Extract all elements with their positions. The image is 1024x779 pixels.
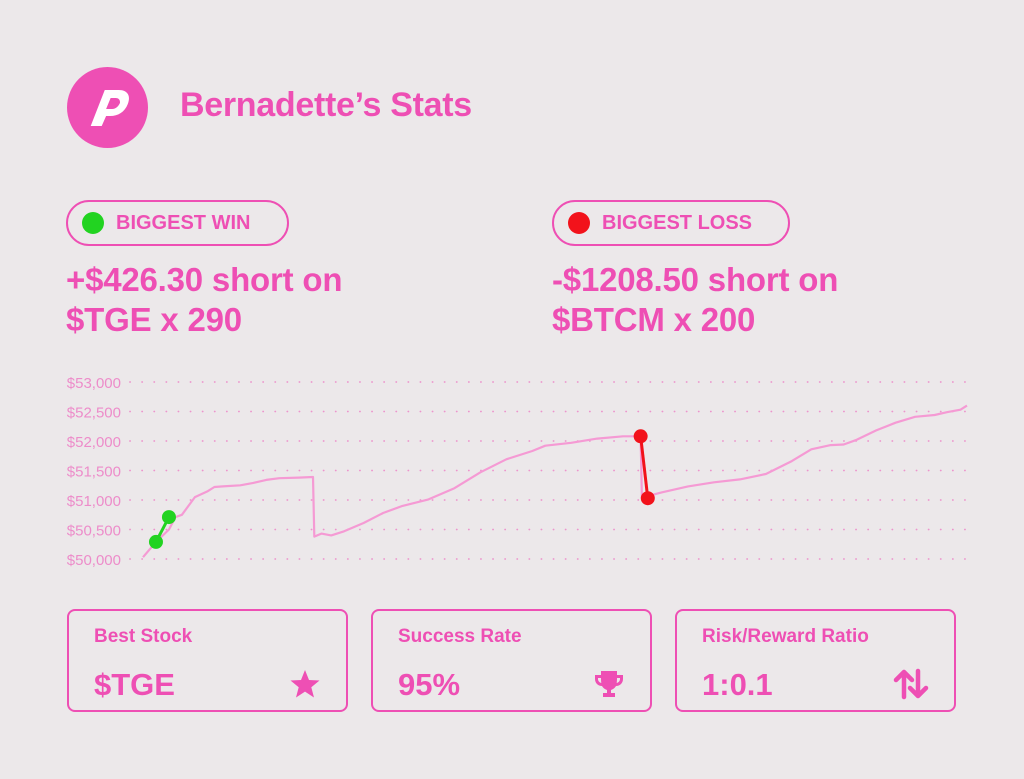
y-tick-label: $52,000 (67, 434, 121, 451)
win-dot-icon (82, 212, 104, 234)
biggest-loss-stat: -$1208.50 short on $BTCM x 200 (552, 260, 838, 340)
best-stock-card: Best Stock $TGE (67, 609, 348, 712)
biggest-loss-amount: -$1208.50 short on (552, 261, 839, 298)
p-logo-icon (67, 67, 148, 148)
portfolio-series-line (142, 404, 968, 558)
best-stock-label: Best Stock (94, 626, 193, 647)
biggest-win-badge: BIGGEST WIN (66, 200, 289, 246)
y-tick-label: $50,000 (67, 552, 121, 569)
portfolio-line-chart: $50,000 $50,500 $51,000 $51,500 $52,000 $52,5… (67, 375, 976, 569)
risk-reward-card: Risk/Reward Ratio 1:0.1 (675, 609, 956, 712)
biggest-win-stat: +$426.30 short on $TGE x 290 (66, 260, 343, 340)
biggest-loss-badge: BIGGEST LOSS (552, 200, 790, 246)
biggest-win-ticker: $TGE x 290 (66, 301, 242, 338)
loss-marker-line (639, 436, 650, 499)
win-marker-end (161, 510, 176, 525)
trophy-icon (595, 671, 623, 697)
up-down-arrows-icon (893, 668, 929, 700)
success-rate-label: Success Rate (398, 626, 522, 647)
y-tick-label: $51,000 (67, 493, 121, 510)
win-marker-start (148, 534, 163, 549)
success-rate-value: 95% (398, 667, 461, 702)
y-tick-label: $50,500 (67, 523, 121, 540)
y-tick-label: $52,500 (67, 405, 121, 422)
loss-marker-start (633, 429, 648, 444)
success-rate-card: Success Rate 95% (371, 609, 652, 712)
risk-reward-value: 1:0.1 (702, 667, 773, 702)
loss-marker-end (640, 491, 655, 506)
page-title: Bernadette’s Stats (180, 86, 472, 124)
best-stock-value: $TGE (94, 667, 175, 702)
biggest-win-label: BIGGEST WIN (116, 211, 251, 234)
y-tick-label: $51,500 (67, 464, 121, 481)
y-tick-label: $53,000 (67, 375, 121, 392)
biggest-win-amount: +$426.30 short on (66, 261, 343, 298)
loss-dot-icon (568, 212, 590, 234)
biggest-loss-label: BIGGEST LOSS (602, 211, 753, 234)
star-icon (290, 670, 320, 698)
biggest-loss-ticker: $BTCM x 200 (552, 301, 756, 338)
risk-reward-label: Risk/Reward Ratio (702, 626, 869, 647)
